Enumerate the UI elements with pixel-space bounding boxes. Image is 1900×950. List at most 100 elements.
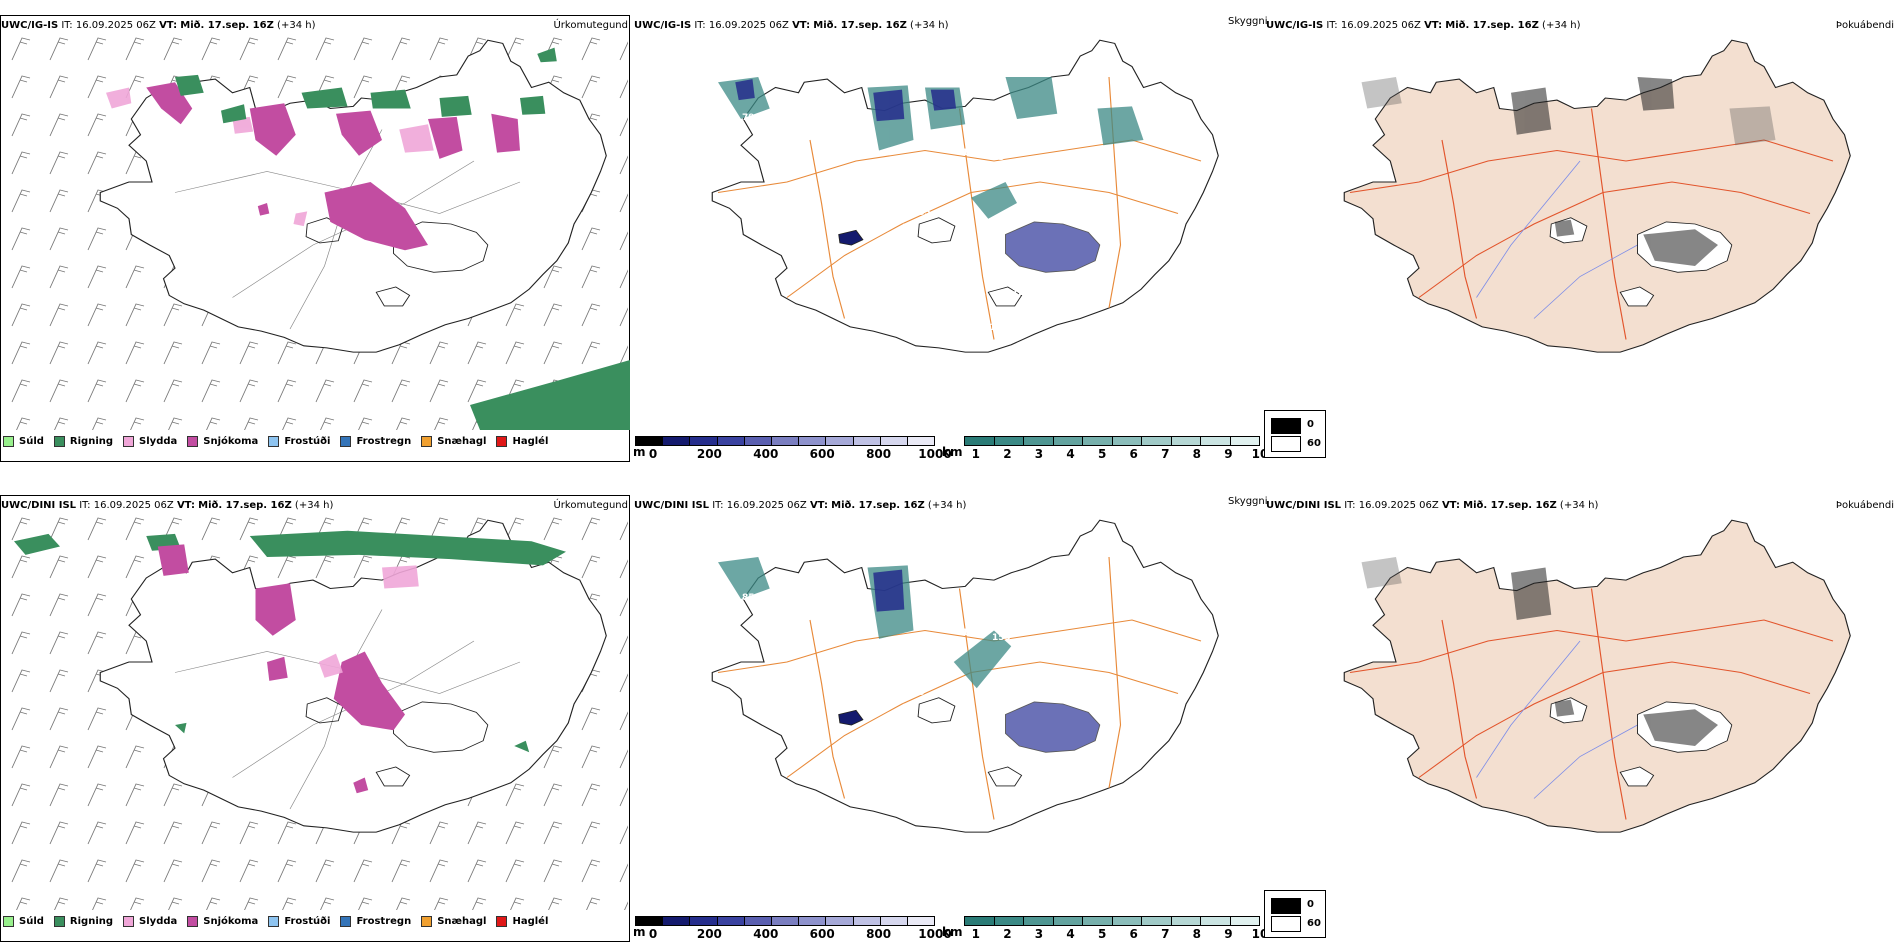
cloud-base-label: 79 — [742, 113, 755, 123]
cloud-base-label: 94 — [902, 703, 915, 713]
cloud-base-label: 105 — [1062, 688, 1081, 698]
cloud-base-label: 141 — [967, 288, 986, 298]
forecast-row-igis: UWC/IG-IS IT: 16.09.2025 06Z VT: Mið. 17… — [0, 0, 1900, 470]
precip-map — [1, 32, 630, 430]
legend-item: Snjókoma — [187, 436, 258, 447]
parameter-name: Úrkomutegund — [553, 20, 628, 31]
ceiling-colorbar: 0 200 400 600 800 1000 m — [633, 436, 952, 466]
ceiling-unit: m — [633, 445, 646, 459]
cloud-base-label: 135 — [757, 628, 776, 638]
precip-type-legend: Súld Rigning Slydda Snjókoma Frostúði Fr… — [3, 436, 548, 447]
colorbar-tick-label: 8 — [1192, 927, 1202, 941]
precip-map-frame — [0, 15, 630, 462]
cloud-base-label: 195 — [1012, 358, 1031, 368]
fog-swatch-high — [1271, 898, 1301, 914]
fog-map — [1343, 519, 1851, 833]
cloud-base-label: 114 — [962, 148, 981, 158]
parameter-name: Skyggni — [1228, 16, 1268, 27]
parameter-name: Úrkomutegund — [553, 500, 628, 511]
fog-legend: 0 60 — [1264, 890, 1326, 938]
colorbar-tick-label: 9 — [1224, 447, 1233, 461]
precip-map — [1, 512, 628, 910]
cloud-base-label: 62 — [762, 113, 775, 123]
cloud-base-label: 12 — [1052, 673, 1065, 683]
cloud-base-label: 121 — [1012, 288, 1031, 298]
cloud-base-label: 18 — [902, 223, 915, 233]
colorbar-tick-label: 400 — [753, 447, 779, 461]
legend-item: Haglél — [496, 916, 548, 927]
colorbar-tick-label: 0 — [648, 927, 658, 941]
visibility-unit: km — [942, 445, 963, 459]
cloud-base-label: 150 — [1052, 193, 1071, 203]
ceiling-color-scale — [635, 916, 935, 926]
panel-title: UWC/DINI ISL IT: 16.09.2025 06Z VT: Mið.… — [1, 500, 334, 511]
legend-item: Rigning — [53, 916, 113, 927]
forecast-row-dini: UWC/DINI ISL IT: 16.09.2025 06Z VT: Mið.… — [0, 480, 1900, 950]
colorbar-tick-label: 600 — [809, 447, 835, 461]
ceiling-ticks: 0 200 400 600 800 1000 — [635, 446, 952, 461]
panel-title: UWC/DINI ISL IT: 16.09.2025 06Z VT: Mið.… — [634, 500, 967, 511]
cloud-base-label: 15 — [1087, 223, 1100, 233]
colorbar-tick-label: 600 — [809, 927, 835, 941]
precip-type-panel: UWC/DINI ISL IT: 16.09.2025 06Z VT: Mið.… — [0, 480, 632, 950]
cloud-base-label: 85 — [742, 593, 755, 603]
cloud-base-label: 143 — [1027, 138, 1046, 148]
colorbar-tick-label: 8 — [1192, 447, 1202, 461]
visibility-colorbar: 1 2 3 4 5 6 7 8 9 10 km — [942, 916, 1269, 946]
visibility-ticks: 1 2 3 4 5 6 7 8 9 10 — [964, 926, 1269, 941]
legend-item: Haglél — [496, 436, 548, 447]
colorbar-tick-label: 1 — [971, 927, 981, 941]
visibility-unit: km — [942, 925, 963, 939]
cloud-base-label: 128 — [887, 163, 906, 173]
cloud-base-label: 20 — [932, 133, 945, 143]
colorbar-tick-label: 400 — [753, 927, 779, 941]
cloud-base-label: 17 — [947, 283, 960, 293]
colorbar-tick-label: 200 — [696, 447, 722, 461]
legend-item: Frostregn — [340, 916, 411, 927]
fog-swatch-low — [1271, 436, 1301, 452]
colorbar-tick-label: 800 — [866, 447, 892, 461]
cloud-map: 85 69 135 112 129 165 10 94 28 19 159 121 78 12 270 105 — [711, 519, 1219, 833]
visibility-color-scale — [964, 436, 1260, 446]
cloud-visibility-panel: UWC/IG-IS IT: 16.09.2025 06Z VT: Mið. 17… — [632, 0, 1269, 470]
visibility-colorbar: 1 2 3 4 5 6 7 8 9 10 km — [942, 436, 1269, 466]
legend-item: Slydda — [123, 916, 177, 927]
panel-title: UWC/IG-IS IT: 16.09.2025 06Z VT: Mið. 17… — [634, 20, 949, 31]
colorbar-tick-label: 1000 — [918, 927, 952, 941]
cloud-base-label: 135 — [912, 208, 931, 218]
cloud-base-label: 112 — [762, 643, 781, 653]
fog-index-panel: UWC/IG-IS IT: 16.09.2025 06Z VT: Mið. 17… — [1264, 0, 1900, 470]
cloud-base-label: 25 — [992, 153, 1005, 163]
fog-index-panel: UWC/DINI ISL IT: 16.09.2025 06Z VT: Mið.… — [1264, 480, 1900, 950]
colorbar-tick-label: 5 — [1097, 927, 1107, 941]
fog-legend: 0 60 — [1264, 410, 1326, 458]
legend-item: Súld — [3, 916, 44, 927]
legend-item: Slydda — [123, 436, 177, 447]
legend-item: Frostúði — [268, 916, 330, 927]
cloud-base-label: 270 — [1072, 653, 1091, 663]
parameter-name: Skyggni — [1228, 496, 1268, 507]
cloud-base-label: 121 — [1027, 618, 1046, 628]
cloud-base-label: 69 — [762, 593, 775, 603]
colorbar-tick-label: 800 — [866, 927, 892, 941]
cloud-base-label: 78 — [1027, 668, 1040, 678]
cloud-base-label: 20 — [1072, 173, 1085, 183]
cloud-base-label: 88 — [892, 278, 905, 288]
legend-item: Rigning — [53, 436, 113, 447]
cloud-base-label: 18 — [1062, 208, 1075, 218]
ceiling-ticks: 0 200 400 600 800 1000 — [635, 926, 952, 941]
ceiling-unit: m — [633, 925, 646, 939]
precip-type-legend: Súld Rigning Slydda Snjókoma Frostúði Fr… — [3, 916, 548, 927]
visibility-ticks: 1 2 3 4 5 6 7 8 9 10 — [964, 446, 1269, 461]
legend-item: Súld — [3, 436, 44, 447]
fog-legend-high: 60 — [1307, 918, 1321, 929]
visibility-color-scale — [964, 916, 1260, 926]
ceiling-color-scale — [635, 436, 935, 446]
legend-item: Frostúði — [268, 436, 330, 447]
colorbar-tick-label: 3 — [1034, 447, 1044, 461]
cloud-base-label: 165 — [897, 668, 916, 678]
fog-swatch-low — [1271, 916, 1301, 932]
ceiling-colorbar: 0 200 400 600 800 1000 m — [633, 916, 952, 946]
legend-item: Snæhagl — [421, 916, 486, 927]
